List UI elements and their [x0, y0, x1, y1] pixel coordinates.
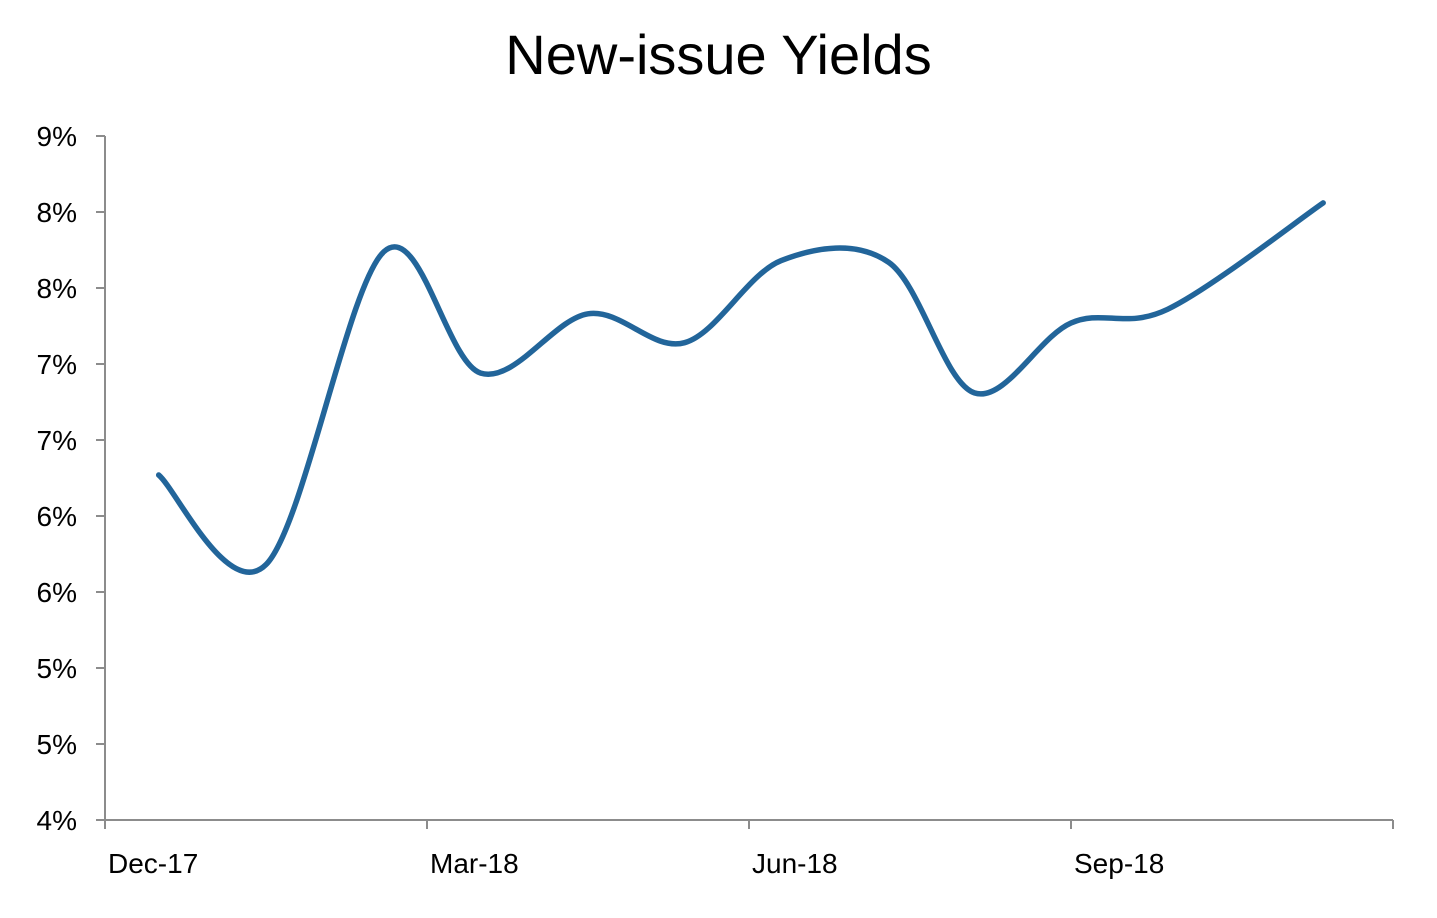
y-tick-label: 8%: [37, 197, 77, 228]
y-tick-label: 7%: [37, 425, 77, 456]
y-tick-label: 4%: [37, 805, 77, 836]
series-group: [155, 200, 1326, 575]
tick-labels: 4% 5% 5% 6% 6% 7% 7% 8% 8% 9% Dec-17 Mar-18 Jun-18 Se…: [37, 121, 1165, 879]
chart-title: New-issue Yields: [505, 23, 932, 86]
y-tick-label: 5%: [37, 729, 77, 760]
y-tick-label: 7%: [37, 349, 77, 380]
x-tick-label: Dec-17: [108, 848, 198, 879]
y-tick-label: 6%: [37, 577, 77, 608]
y-tick-label: 5%: [37, 653, 77, 684]
y-tick-label: 6%: [37, 501, 77, 532]
axes: [104, 136, 1393, 821]
x-tick-label: Jun-18: [752, 848, 838, 879]
y-tick-label: 9%: [37, 121, 77, 152]
x-tick-label: Mar-18: [430, 848, 519, 879]
y-tick-label: 8%: [37, 273, 77, 304]
x-tick-label: Sep-18: [1074, 848, 1164, 879]
series-line-0: [155, 200, 1326, 575]
ticks: [96, 135, 1394, 829]
